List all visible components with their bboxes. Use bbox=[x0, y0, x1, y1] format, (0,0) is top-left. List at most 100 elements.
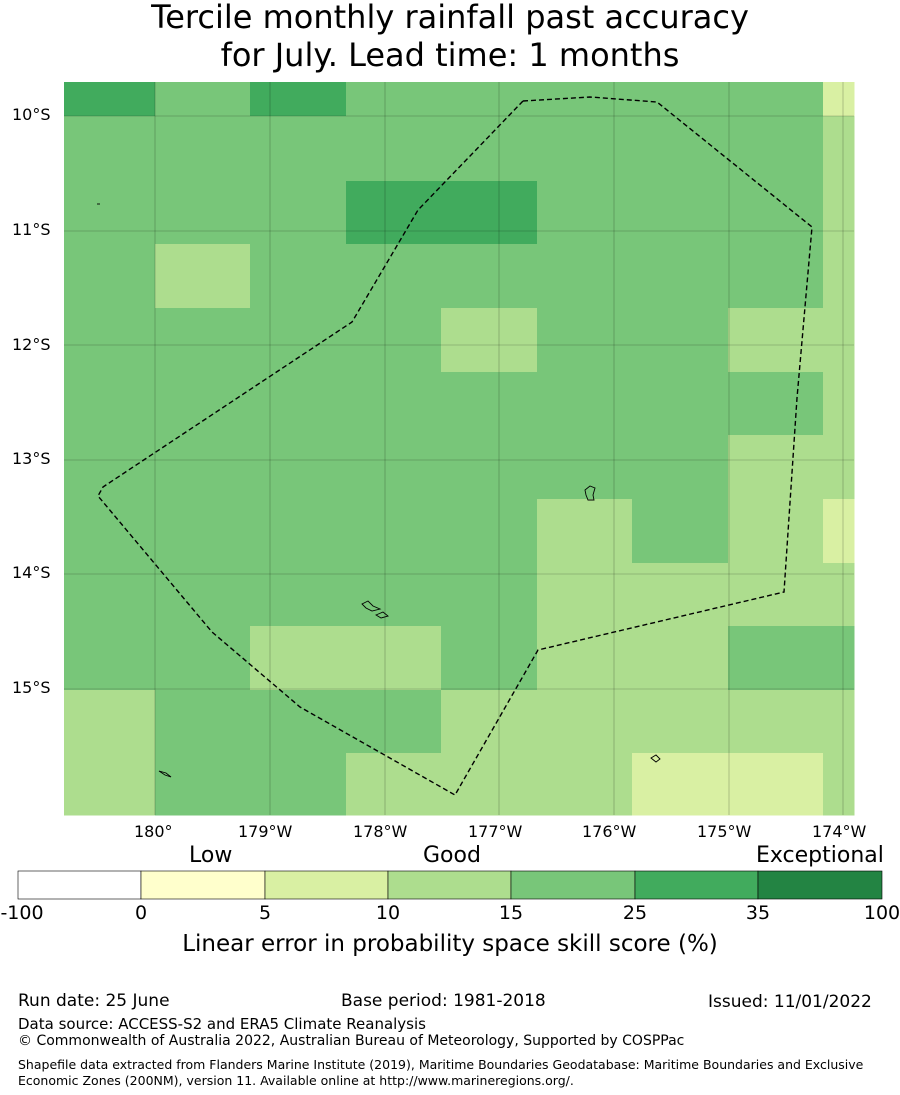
grid-cell bbox=[250, 372, 347, 436]
grid-cell bbox=[250, 435, 347, 500]
grid-cell bbox=[537, 435, 633, 500]
colorbar-tick-label: 5 bbox=[258, 902, 272, 924]
lon-label-176w: 176°W bbox=[582, 822, 637, 841]
grid-cell bbox=[441, 308, 538, 373]
grid-cell bbox=[441, 116, 538, 182]
islands bbox=[97, 203, 661, 778]
grid-cell bbox=[155, 82, 251, 117]
grid-cell bbox=[823, 82, 855, 117]
grid-cell bbox=[537, 753, 633, 816]
grid-cell bbox=[537, 626, 633, 691]
colorbar-tick-label: -100 bbox=[0, 902, 44, 924]
grid-cell bbox=[537, 244, 633, 309]
grid-cell bbox=[441, 435, 538, 500]
grid-cell bbox=[441, 563, 538, 627]
grid-cell bbox=[155, 116, 251, 182]
grid-cell bbox=[537, 563, 633, 627]
lon-label-180: 180° bbox=[134, 822, 173, 841]
grid-cell bbox=[823, 181, 855, 245]
colorbar-segment bbox=[757, 870, 883, 900]
grid-cell bbox=[823, 690, 855, 754]
grid-cell bbox=[64, 244, 156, 309]
run-date: Run date: 25 June bbox=[18, 991, 170, 1011]
graticule bbox=[64, 82, 854, 815]
grid-cell bbox=[823, 753, 855, 816]
grid-cell bbox=[346, 563, 442, 627]
grid-cell bbox=[632, 626, 729, 691]
grid-cell bbox=[346, 753, 442, 816]
grid-cell bbox=[155, 308, 251, 373]
map-title-line-2: for July. Lead time: 1 months bbox=[220, 36, 680, 74]
colorbar-segment bbox=[387, 870, 512, 900]
grid-cell bbox=[632, 116, 729, 182]
grid-cell bbox=[250, 308, 347, 373]
issued-date: Issued: 11/01/2022 bbox=[708, 992, 872, 1012]
grid-cell bbox=[64, 626, 156, 691]
legend-word-exceptional: Exceptional bbox=[756, 843, 884, 868]
grid-cell bbox=[155, 690, 251, 754]
colorbar-segment bbox=[140, 870, 266, 900]
grid-cell bbox=[155, 753, 251, 816]
grid-cell bbox=[537, 116, 633, 182]
island-b bbox=[361, 600, 382, 612]
grid-cell bbox=[250, 753, 347, 816]
grid-cell bbox=[441, 372, 538, 436]
grid-cell bbox=[155, 499, 251, 564]
grid-cell bbox=[64, 435, 156, 500]
lat-label-12s: 12°S bbox=[12, 335, 51, 354]
grid-cell bbox=[728, 753, 824, 816]
grid-cell bbox=[632, 372, 729, 436]
copyright: © Commonwealth of Australia 2022, Austra… bbox=[18, 1033, 685, 1049]
grid-cell bbox=[632, 82, 729, 117]
lon-label-174w: 174°W bbox=[812, 822, 867, 841]
grid-cell bbox=[632, 435, 729, 500]
grid-cell bbox=[64, 82, 156, 117]
grid-cell bbox=[632, 499, 729, 564]
grid-cell bbox=[155, 626, 251, 691]
colorbar-tick-label: 25 bbox=[622, 902, 648, 924]
grid-cell bbox=[632, 244, 729, 309]
grid-cell bbox=[632, 181, 729, 245]
grid-cell bbox=[728, 563, 824, 627]
grid-cell bbox=[441, 244, 538, 309]
grid-cell bbox=[632, 308, 729, 373]
island-d bbox=[650, 754, 661, 763]
grid-cell bbox=[346, 116, 442, 182]
grid-cell bbox=[346, 499, 442, 564]
grid-cell bbox=[632, 753, 729, 816]
grid-cell bbox=[64, 499, 156, 564]
grid-cell bbox=[728, 181, 824, 245]
lat-label-14s: 14°S bbox=[12, 563, 51, 582]
data-source: Data source: ACCESS-S2 and ERA5 Climate … bbox=[18, 1015, 426, 1033]
grid-cell bbox=[441, 82, 538, 117]
colorbar-tick-label: 35 bbox=[745, 902, 771, 924]
grid-cell bbox=[64, 690, 156, 754]
shapefile-credit: Shapefile data extracted from Flanders M… bbox=[18, 1057, 864, 1088]
grid-cell bbox=[537, 499, 633, 564]
colorbar-segment bbox=[634, 870, 759, 900]
grid-cell bbox=[250, 181, 347, 245]
colorbar-tick-label: 0 bbox=[134, 902, 148, 924]
grid-cell bbox=[728, 372, 824, 436]
grid-cell bbox=[823, 308, 855, 373]
grid-cell bbox=[728, 499, 824, 564]
grid-cell bbox=[250, 82, 347, 117]
map-panel bbox=[64, 82, 855, 816]
grid-cell bbox=[823, 116, 855, 182]
grid-cell bbox=[823, 563, 855, 627]
colorbar bbox=[17, 870, 883, 900]
grid-cell bbox=[346, 690, 442, 754]
grid-cell bbox=[632, 563, 729, 627]
skill-grid bbox=[64, 82, 855, 816]
grid-cell bbox=[441, 753, 538, 816]
grid-cell bbox=[250, 116, 347, 182]
base-period: Base period: 1981-2018 bbox=[341, 991, 546, 1011]
grid-cell bbox=[346, 244, 442, 309]
grid-cell bbox=[537, 372, 633, 436]
grid-cell bbox=[155, 181, 251, 245]
grid-cell bbox=[346, 435, 442, 500]
lat-label-11s: 11°S bbox=[12, 220, 51, 239]
grid-cell bbox=[346, 181, 442, 245]
grid-cell bbox=[64, 372, 156, 436]
grid-cell bbox=[346, 372, 442, 436]
